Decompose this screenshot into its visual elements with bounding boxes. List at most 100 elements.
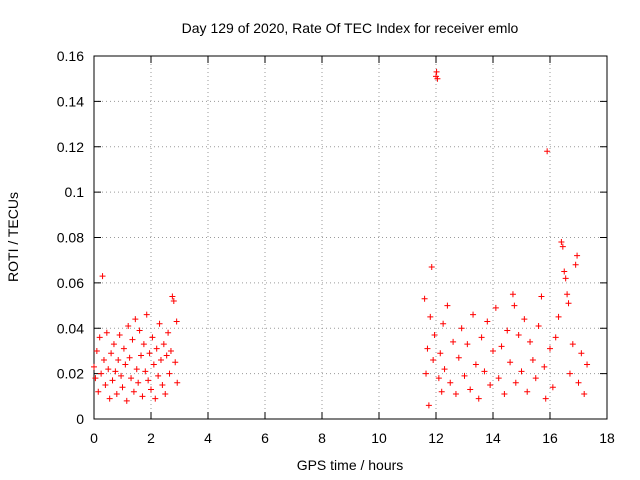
data-point [544,148,551,155]
data-point [149,334,156,341]
data-point [92,375,99,382]
x-tick-label: 12 [428,430,444,446]
data-point [431,332,438,339]
data-point [569,341,576,348]
data-point [133,366,140,373]
y-axis-ticks: 0 0.02 0.04 0.06 0.08 0.1 0.12 0.14 0.16 [57,48,607,427]
data-point [472,361,479,368]
data-point [165,329,172,336]
y-tick-label: 0.16 [57,48,84,64]
data-point [452,391,459,398]
x-tick-label: 4 [204,430,212,446]
data-point [148,386,154,393]
data-point [113,391,120,398]
data-point [155,372,162,379]
data-point [438,388,445,395]
data-point [170,298,177,305]
data-point [562,275,569,282]
data-point [156,320,163,327]
data-point [487,381,494,388]
data-point [527,338,534,345]
data-point [435,375,442,382]
data-point [96,334,103,341]
data-point [538,293,545,300]
x-tick-label: 10 [371,430,387,446]
data-point [478,334,485,341]
data-point [565,300,572,307]
data-point [423,370,430,377]
x-tick-label: 18 [599,430,615,446]
data-point [116,332,123,339]
data-point [492,304,499,311]
data-point [455,354,462,361]
data-point [428,263,435,270]
x-tick-label: 16 [542,430,558,446]
data-point [450,338,457,345]
data-point [120,345,127,352]
data-point [153,345,160,352]
data-point [132,316,139,323]
data-point [542,395,549,402]
data-point [135,379,142,386]
data-point [109,377,116,384]
data-point [160,341,167,348]
data-point [464,341,471,348]
x-axis-ticks: 0 2 4 6 8 10 12 14 16 18 [90,56,615,446]
x-tick-label: 8 [318,430,326,446]
data-point [152,395,159,402]
data-point [447,379,454,386]
data-point [421,295,428,302]
x-tick-label: 14 [485,430,501,446]
y-tick-label: 0.06 [57,275,84,291]
y-tick-label: 0.12 [57,139,84,155]
data-point [102,381,109,388]
data-point [555,313,562,320]
data-point [521,316,528,323]
data-point [118,372,125,379]
y-tick-label: 0 [76,411,84,427]
data-point [108,350,115,357]
data-point [518,368,525,375]
x-tick-label: 6 [261,430,269,446]
data-point [572,261,579,268]
data-point [122,361,129,368]
data-point [511,302,518,309]
x-axis-label: GPS time / hours [297,457,404,473]
data-point [162,391,169,398]
data-point [504,327,511,334]
data-point [115,357,122,364]
data-point [512,379,519,386]
data-point [173,318,180,325]
data-point [430,357,437,364]
data-point [584,361,591,368]
data-point [146,350,153,357]
data-point [140,341,147,348]
data-point [484,318,491,325]
data-point [470,311,477,318]
x-tick-label: 2 [147,430,155,446]
data-point [524,388,531,395]
grid-lines [94,56,607,419]
data-point [515,332,522,339]
data-point [433,68,440,75]
data-point [444,302,451,309]
data-point [566,370,573,377]
data-point [467,386,474,393]
data-point [578,350,585,357]
x-tick-label: 0 [90,430,98,446]
data-point [150,361,157,368]
data-point [558,239,565,246]
data-point [136,327,143,334]
data-point [100,357,107,364]
y-tick-label: 0.1 [65,184,85,200]
data-point [440,320,447,327]
data-point [441,366,448,373]
data-point [561,268,568,275]
data-point [574,252,581,259]
data-point [541,363,548,370]
data-point [547,345,553,352]
data-point [167,347,174,354]
data-point [535,322,542,329]
data-point [159,381,166,388]
